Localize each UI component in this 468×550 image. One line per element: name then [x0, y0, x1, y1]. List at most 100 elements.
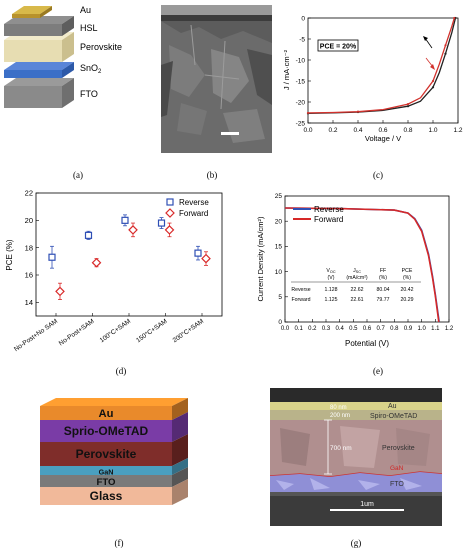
- y-tick-label-c: -15: [296, 78, 306, 85]
- data-point-c: [356, 110, 360, 113]
- y-tick-label-e: 15: [275, 244, 283, 251]
- spiro-layer-g: [270, 410, 442, 420]
- table-cell-e: 20.29: [401, 297, 414, 303]
- caption-g: (g): [350, 538, 362, 548]
- data-point-reverse-d: [84, 231, 93, 239]
- y-tick-label-e: 10: [275, 269, 283, 276]
- x-tick-label-c: 0.6: [378, 127, 387, 134]
- table-cell-e: 20.42: [401, 287, 414, 293]
- panel-d: 14 16 18 20 22 No-Post+No SAM No-Post+SAM 100°C…: [0, 187, 230, 362]
- label-200nm-g: 200 nm: [330, 413, 350, 419]
- table-cell-e: 80.04: [377, 287, 390, 293]
- ylabel-c: J / mA·cm⁻²: [282, 49, 291, 90]
- plot-frame-c: [307, 17, 459, 124]
- label-perovskite-g: Perovskite: [382, 445, 415, 452]
- y-tick-label-c: 0: [301, 15, 305, 22]
- legend-label-forward-d: Forward: [179, 209, 208, 218]
- label-sno2-a: SnO2: [80, 63, 102, 75]
- x-tick-label-c: 0.2: [328, 127, 337, 134]
- x-tick-label-c: 0.8: [403, 127, 412, 134]
- legend-label-reverse-d: Reverse: [179, 198, 209, 207]
- table-cell-e: Forward: [291, 297, 310, 303]
- x-tick-label-e: 1.0: [417, 326, 426, 332]
- axis-ticks-e: 0.0 0.1 0.2 0.3 0.4 0.5 0.6 0.7 0.8 0.9 1.0 1.1 1.2 0…: [275, 193, 454, 332]
- label-hsl-a: HSL: [80, 23, 98, 33]
- x-tick-label-e: 1.1: [431, 326, 440, 332]
- xlabel-c: Voltage / V: [365, 134, 401, 143]
- label-layer-perovskite-f: Perovskite: [76, 447, 137, 461]
- x-tick-label-c: 1.2: [453, 127, 462, 134]
- y-tick-label-d: 18: [25, 243, 33, 252]
- label-layer-fto-f: FTO: [96, 477, 116, 488]
- label-layer-gan-f: GaN: [99, 468, 114, 477]
- panel-g: 80 nm 200 nm 700 nm Au Spiro-OMeTAD Pero…: [269, 388, 443, 526]
- data-point-reverse-d: [157, 219, 166, 227]
- data-point-c: [453, 16, 456, 20]
- arrow-down-c: [425, 57, 435, 70]
- pce-annotation-c: PCE = 20%: [320, 44, 357, 51]
- y-tick-label-e: 0: [278, 319, 282, 326]
- y-tick-label-c: -25: [296, 120, 306, 127]
- series-line-c-1: [307, 17, 455, 114]
- legend-marker-forward-d: [165, 208, 175, 218]
- axis-ticks-c: 0.0 0.2 0.4 0.6 0.8 1.0 1.2 0 -5 -10 -15 -20 -25: [296, 15, 463, 134]
- x-tick-label-e: 1.2: [445, 326, 454, 332]
- layer-perovskite-f-side: [172, 434, 188, 466]
- data-point-forward-d: [201, 253, 211, 264]
- stack-top-f: [40, 398, 188, 406]
- data-point-c: [406, 105, 410, 108]
- x-tick-label-d: 100°C+SAM: [98, 317, 132, 344]
- y-tick-label-c: -20: [296, 99, 306, 106]
- label-layer-au-f: Au: [99, 408, 114, 420]
- sem-image-g: 80 nm 200 nm 700 nm Au Spiro-OMeTAD Pero…: [269, 388, 443, 526]
- svg-text:(mA/cm²): (mA/cm²): [346, 275, 368, 281]
- data-point-forward-d: [128, 225, 138, 235]
- table-cell-e: 79.77: [377, 297, 390, 303]
- caption-f: (f): [114, 538, 124, 548]
- label-spiro-g: Spiro-OMeTAD: [370, 413, 417, 420]
- data-point-c: [431, 79, 435, 83]
- x-tick-label-e: 0.4: [335, 326, 344, 332]
- legend-label-reverse-e: Reverse: [314, 205, 344, 214]
- y-tick-label-d: 16: [25, 271, 33, 280]
- table-header-jsc: JSC: [353, 268, 361, 274]
- label-scale-g: 1um: [360, 501, 374, 508]
- x-tick-label-c: 0.0: [303, 127, 312, 134]
- series-line-e-0: [284, 207, 440, 323]
- ylabel-d: PCE (%): [5, 239, 14, 270]
- chart-c: 0.0 0.2 0.4 0.6 0.8 1.0 1.2 0 -5 -10 -15 -20 -25 PCE…: [282, 15, 463, 143]
- x-tick-label-e: 0.2: [308, 326, 317, 332]
- caption-b: (b): [206, 170, 218, 180]
- label-gan-g: GaN: [390, 465, 404, 472]
- layer-perovskite-a: [4, 32, 74, 62]
- data-point-forward-d: [164, 225, 175, 235]
- x-tick-label-e: 0.1: [294, 326, 303, 332]
- y-tick-label-d: 20: [25, 216, 33, 225]
- svg-text:(%): (%): [379, 275, 387, 281]
- y-tick-label-c: -5: [299, 36, 305, 43]
- label-au-a: Au: [80, 5, 91, 15]
- layer-au-a: [12, 6, 52, 18]
- data-point-reverse-d: [48, 253, 56, 261]
- caption-d: (d): [115, 366, 127, 376]
- x-tick-label-d: No-Post+No SAM: [13, 318, 59, 353]
- table-header-pce: PCE: [402, 268, 413, 274]
- layer-fto-f: [40, 475, 172, 487]
- legend-d: Reverse Forward: [165, 198, 209, 218]
- layer-perovskite-f: [40, 442, 172, 466]
- scale-bar-b: [221, 132, 239, 135]
- panel-b: [161, 5, 272, 153]
- panel-c: 0.0 0.2 0.4 0.6 0.8 1.0 1.2 0 -5 -10 -15 -20 -25 PCE…: [282, 8, 464, 163]
- legend-label-forward-e: Forward: [314, 215, 343, 224]
- x-tick-label-e: 0.0: [281, 326, 290, 332]
- series-lines-c: [306, 16, 457, 115]
- data-point-c: [306, 111, 310, 115]
- data-point-reverse-d: [121, 216, 129, 224]
- table-rows-e: Reverse 1.128 22.62 80.04 20.42 Forward 1.125 2…: [291, 287, 413, 303]
- y-tick-label-e: 5: [278, 294, 282, 301]
- table-cell-e: Reverse: [291, 287, 310, 293]
- layer-sprio-ometad-f: [40, 420, 172, 442]
- data-point-c: [431, 86, 435, 89]
